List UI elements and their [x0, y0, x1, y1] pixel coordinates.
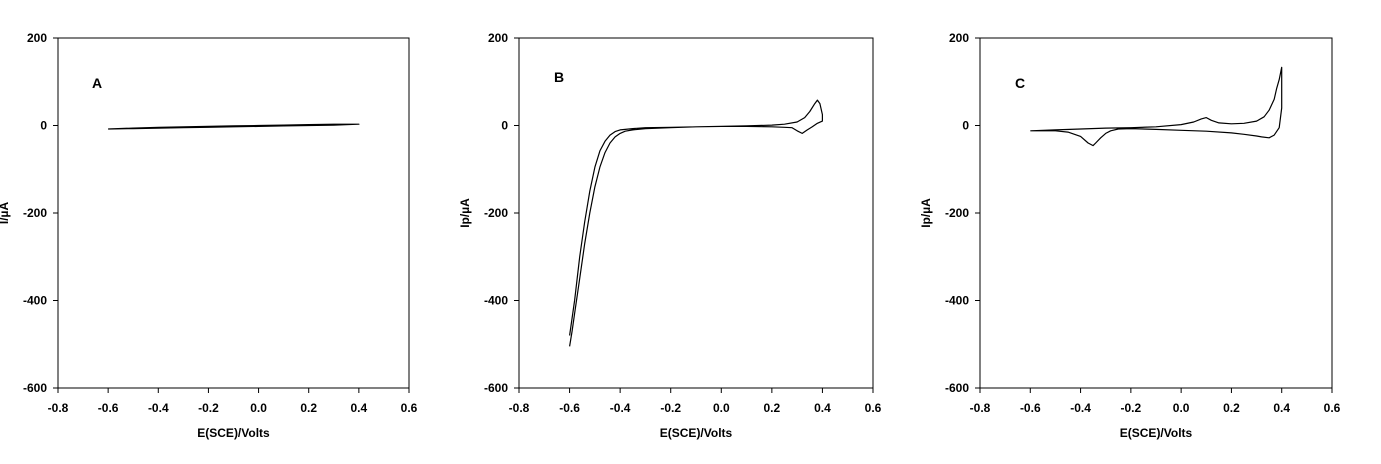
x-tick-label: 0.6 — [401, 401, 418, 415]
chart-panel-c: -0.8 -0.6 -0.4 -0.2 0.0 0.2 0.4 0.6 200 0 -200 -400… — [919, 31, 1341, 440]
y-tick-label: -200 — [484, 206, 508, 220]
y-tick-label: -200 — [945, 206, 969, 220]
chart-panel-b: -0.8 -0.6 -0.4 -0.2 0.0 0.2 0.4 0.6 200 0 -200 -400… — [458, 31, 882, 440]
voltammogram-curve — [1030, 66, 1283, 147]
x-axis-title: E(SCE)/Volts — [197, 426, 270, 440]
x-tick-label: 0.6 — [865, 401, 882, 415]
y-tick-label: -400 — [23, 294, 47, 308]
y-tick-label: 0 — [962, 119, 969, 133]
chart-panel-a: -0.8 -0.6 -0.4 -0.2 0.0 0.2 0.4 0.6 200 0 -200 -400… — [0, 31, 418, 440]
x-tick-label: -0.4 — [610, 401, 631, 415]
plot-frame — [518, 37, 874, 389]
y-tick-label: 200 — [27, 31, 47, 45]
panel-label: A — [92, 75, 102, 91]
panel-label: B — [554, 69, 564, 85]
x-tick-label: -0.8 — [970, 401, 991, 415]
x-tick-label: -0.2 — [660, 401, 681, 415]
y-axis-title: Ip/µA — [458, 198, 472, 228]
x-tick-label: 0.4 — [1273, 401, 1290, 415]
x-tick-label: 0.2 — [300, 401, 317, 415]
y-tick-label: -600 — [23, 381, 47, 395]
x-tick-label: -0.8 — [509, 401, 530, 415]
x-tick-label: -0.6 — [559, 401, 580, 415]
x-tick-label: 0.6 — [1324, 401, 1341, 415]
x-tick-label: -0.6 — [98, 401, 119, 415]
x-axis-title: E(SCE)/Volts — [660, 426, 733, 440]
x-tick-label: -0.6 — [1020, 401, 1041, 415]
y-tick-label: -600 — [945, 381, 969, 395]
voltammogram-curve — [108, 123, 360, 130]
x-tick-label: -0.2 — [198, 401, 219, 415]
y-axis-title: I/µA — [0, 202, 11, 225]
y-axis-title: Ip/µA — [919, 198, 933, 228]
x-tick-label: 0.0 — [250, 401, 267, 415]
x-tick-label: 0.0 — [1173, 401, 1190, 415]
panel-label: C — [1015, 75, 1025, 91]
y-tick-label: -600 — [484, 381, 508, 395]
plot-frame — [57, 37, 410, 389]
plot-frame — [979, 37, 1333, 389]
x-tick-label: -0.8 — [48, 401, 69, 415]
x-tick-label: -0.4 — [1070, 401, 1091, 415]
x-tick-label: 0.4 — [351, 401, 368, 415]
x-axis-title: E(SCE)/Volts — [1120, 426, 1193, 440]
y-tick-label: 200 — [949, 31, 969, 45]
x-tick-label: 0.2 — [764, 401, 781, 415]
x-tick-label: 0.2 — [1223, 401, 1240, 415]
x-tick-label: -0.2 — [1121, 401, 1142, 415]
x-tick-label: 0.4 — [814, 401, 831, 415]
y-tick-label: 200 — [488, 31, 508, 45]
voltammogram-curve — [569, 99, 823, 347]
y-tick-label: -400 — [945, 294, 969, 308]
x-tick-label: -0.4 — [148, 401, 169, 415]
y-tick-label: -200 — [23, 206, 47, 220]
x-tick-label: 0.0 — [713, 401, 730, 415]
y-tick-label: 0 — [40, 119, 47, 133]
y-tick-label: 0 — [501, 119, 508, 133]
y-tick-label: -400 — [484, 294, 508, 308]
